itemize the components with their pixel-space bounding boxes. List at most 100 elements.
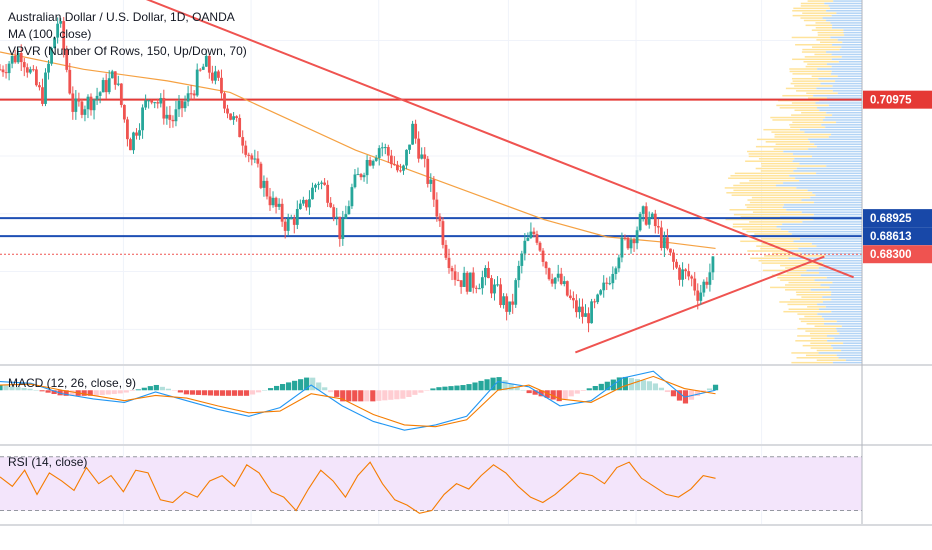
candle-body: [559, 273, 563, 285]
rsi-legend[interactable]: RSI (14, close): [8, 455, 87, 469]
vp-bar-down: [745, 204, 784, 206]
vp-bar-down: [775, 143, 815, 145]
vp-bar-up: [782, 206, 862, 209]
candle-body: [16, 52, 20, 63]
candle-body: [550, 279, 554, 284]
macd-histogram-bar: [249, 390, 256, 395]
candle-body: [107, 78, 111, 93]
vp-bar-down: [773, 148, 809, 150]
vp-bar-down: [789, 124, 822, 126]
vp-bar-up: [780, 228, 862, 230]
vp-bar-down: [791, 352, 819, 354]
vp-bar-up: [822, 296, 862, 298]
candle-body: [226, 108, 229, 114]
vp-bar-down: [754, 233, 792, 235]
macd-histogram-bar: [604, 381, 610, 391]
vp-bar-up: [831, 73, 862, 75]
macd-histogram-bar: [219, 390, 226, 396]
vp-bar-up: [837, 92, 862, 95]
vp-bar-up: [818, 308, 862, 310]
candle-body: [198, 69, 202, 71]
macd-histogram-bar: [93, 390, 99, 396]
vp-bar-up: [788, 257, 862, 260]
vp-bar-up: [816, 145, 862, 148]
vp-bar-up: [832, 24, 862, 27]
candle-body: [374, 157, 378, 161]
vp-bar-up: [826, 51, 862, 53]
macd-legend[interactable]: MACD (12, 26, close, 9): [8, 376, 136, 390]
vp-bar-down: [733, 184, 776, 187]
vp-bar-down: [805, 354, 837, 357]
price-tag: [863, 245, 932, 264]
candle-body: [7, 63, 11, 74]
vp-bar-up: [818, 77, 862, 80]
vp-bar-down: [795, 291, 832, 294]
candle-body: [684, 269, 688, 272]
vp-bar-down: [772, 119, 824, 121]
vp-bar-down: [809, 332, 840, 335]
candle-body: [526, 237, 530, 241]
candle-body: [95, 95, 99, 100]
vp-bar-down: [817, 31, 844, 34]
vp-bar-up: [832, 43, 862, 46]
candle-body: [617, 257, 621, 269]
vp-bar-up: [832, 281, 862, 284]
candle-body: [150, 100, 154, 103]
candle-body: [565, 281, 569, 296]
vp-bar-down: [810, 337, 835, 340]
vp-bar-up: [801, 252, 862, 255]
vpvr-legend[interactable]: VPVR (Number Of Rows, 150, Up/Down, 70): [8, 44, 247, 58]
candle-body: [365, 159, 369, 176]
candle-body: [699, 292, 703, 301]
candle-body: [605, 282, 609, 284]
candle-body: [659, 227, 663, 249]
vp-bar-up: [801, 199, 862, 201]
vp-bar-up: [782, 223, 862, 226]
macd-histogram-bar: [322, 387, 328, 391]
vp-bar-up: [831, 58, 862, 61]
vp-bar-down: [733, 189, 808, 192]
candle-body: [435, 199, 439, 217]
macd-histogram-bar: [598, 383, 604, 391]
macd-histogram-bar: [592, 386, 598, 391]
vp-bar-up: [775, 184, 862, 187]
candle-body: [311, 187, 314, 200]
vp-bar-down: [763, 128, 800, 131]
vp-bar-up: [800, 238, 862, 240]
candle-body: [283, 221, 287, 231]
candle-body: [483, 267, 487, 278]
vp-bar-down: [785, 289, 811, 291]
candle-body: [38, 85, 41, 88]
macd-histogram-bar: [328, 390, 334, 393]
candle-body: [487, 267, 490, 279]
vp-bar-down: [747, 199, 802, 201]
macd-histogram-bar: [442, 386, 448, 391]
vp-bar-up: [822, 262, 862, 264]
vp-bar-up: [831, 310, 862, 313]
candle-body: [414, 123, 418, 139]
candle-body: [529, 231, 533, 238]
vp-bar-down: [796, 90, 833, 92]
vp-bar-down: [810, 347, 833, 349]
vp-bar-down: [797, 335, 827, 337]
candle-body: [675, 261, 678, 268]
vp-bar-down: [793, 7, 831, 10]
macd-histogram-bar: [105, 390, 111, 395]
vp-bar-down: [770, 286, 830, 289]
ma-legend[interactable]: MA (100, close): [8, 27, 91, 41]
vp-bar-up: [826, 10, 862, 12]
macd-histogram-bar: [352, 390, 358, 402]
vp-bar-down: [799, 318, 824, 320]
candle-body: [611, 273, 615, 284]
vp-bar-down: [782, 94, 814, 97]
macd-histogram-bar: [304, 377, 310, 391]
price-tag: [863, 227, 932, 246]
vp-bar-down: [771, 274, 801, 277]
vp-bar-down: [776, 104, 829, 107]
vp-bar-up: [802, 221, 862, 223]
macd-histogram-bar: [135, 389, 141, 391]
candle-body: [277, 203, 281, 207]
vp-bar-up: [821, 315, 862, 318]
candle-body: [162, 98, 166, 119]
